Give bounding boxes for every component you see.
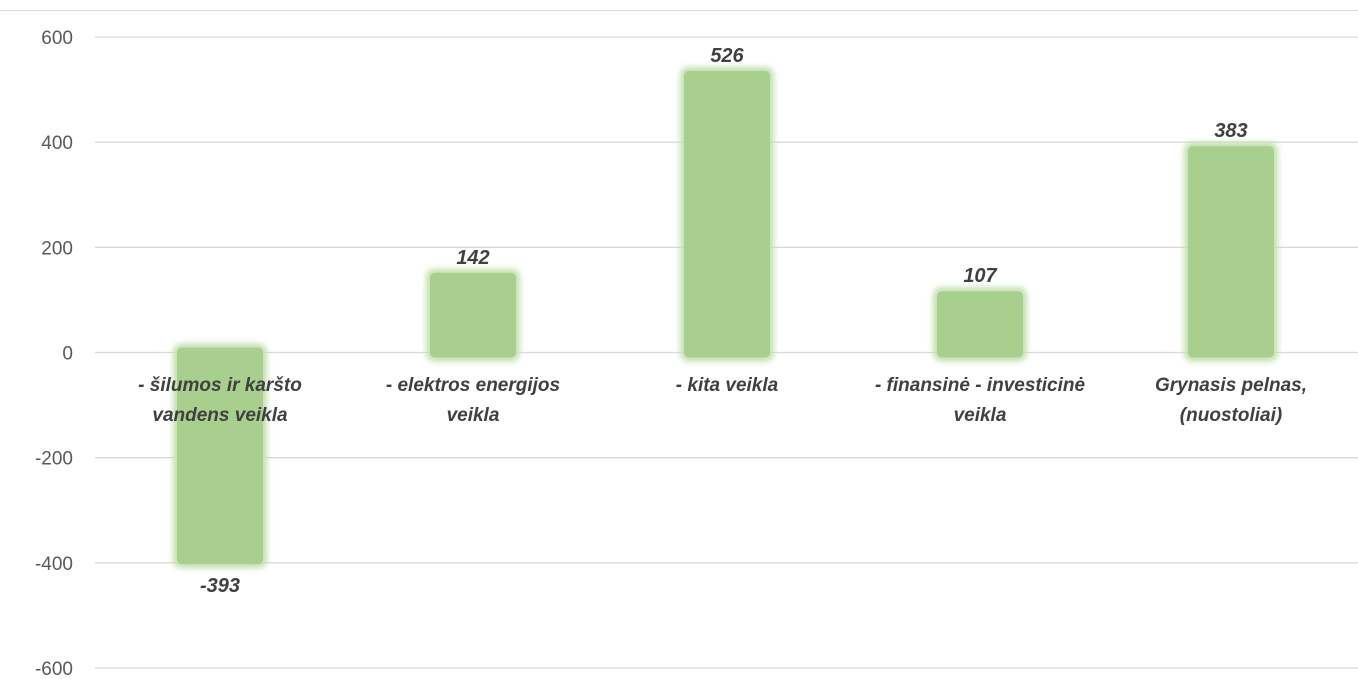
data-label: -393 — [200, 575, 240, 597]
data-label: 526 — [710, 45, 744, 67]
y-tick-label: 200 — [41, 238, 73, 259]
y-tick-label: -400 — [35, 554, 73, 575]
x-category-label: - finansinė - investicinė — [875, 375, 1086, 396]
bar — [430, 272, 516, 358]
x-category-label: - elektros energijos — [386, 375, 560, 396]
y-tick-label: 400 — [41, 133, 73, 154]
y-tick-label: -200 — [35, 449, 73, 470]
data-label: 107 — [963, 265, 997, 287]
data-label: 142 — [456, 247, 489, 269]
x-category-label: Grynasis pelnas, — [1155, 375, 1307, 396]
y-tick-label: 600 — [41, 28, 73, 49]
x-category-label: vandens veikla — [152, 405, 288, 426]
x-category-label: - kita veikla — [676, 375, 779, 396]
y-tick-label: 0 — [62, 344, 73, 365]
x-category-label: - šilumos ir karšto — [138, 375, 302, 396]
bar — [684, 70, 770, 358]
bar — [1188, 146, 1274, 358]
x-category-label: (nuostoliai) — [1180, 405, 1282, 426]
bar — [177, 347, 263, 565]
x-category-label: veikla — [447, 405, 500, 426]
data-label: 383 — [1214, 120, 1247, 142]
top-border-rule — [0, 0, 1358, 11]
bar — [937, 291, 1023, 358]
y-tick-label: -600 — [35, 659, 73, 679]
x-category-label: veikla — [954, 405, 1007, 426]
